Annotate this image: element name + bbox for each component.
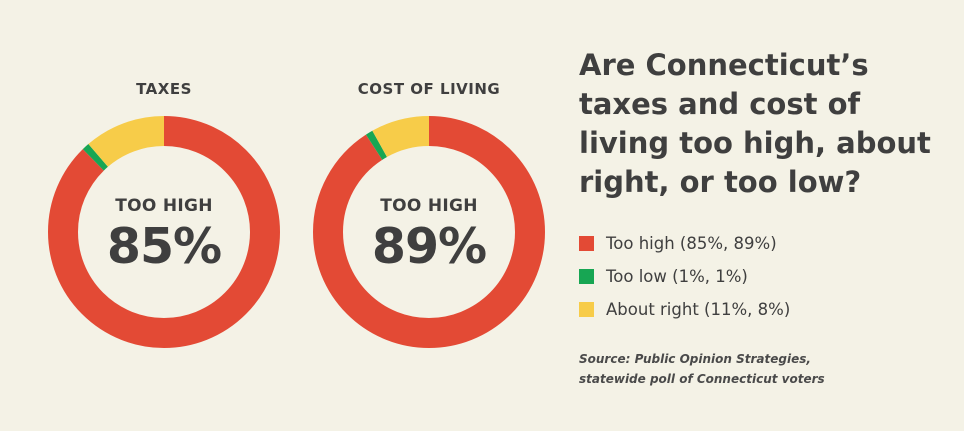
source-line-1: Source: Public Opinion Strategies, <box>579 352 811 366</box>
cost-of-living-donut <box>313 116 545 348</box>
legend-item-too-high: Too high (85%, 89%) <box>579 227 790 260</box>
legend: Too high (85%, 89%) Too low (1%, 1%) Abo… <box>579 227 790 326</box>
legend-item-too-low: Too low (1%, 1%) <box>579 260 790 293</box>
taxes-chart-title: TAXES <box>136 80 192 98</box>
cost-of-living-center-value: 89% <box>371 218 487 275</box>
source-line-2: statewide poll of Connecticut voters <box>579 372 825 386</box>
legend-label: Too high (85%, 89%) <box>606 234 777 253</box>
taxes-center-value: 85% <box>106 218 222 275</box>
about-right-segment <box>48 116 280 348</box>
legend-label: About right (11%, 8%) <box>606 300 791 319</box>
about-right-swatch <box>579 302 594 317</box>
too-low-swatch <box>579 269 594 284</box>
taxes-center-label: TOO HIGH <box>115 196 213 216</box>
taxes-donut <box>48 116 280 348</box>
too-high-swatch <box>579 236 594 251</box>
about-right-segment <box>313 116 545 348</box>
cost-of-living-chart-title: COST OF LIVING <box>357 80 501 98</box>
cost-of-living-center-label: TOO HIGH <box>380 196 478 216</box>
source-note: Source: Public Opinion Strategies, state… <box>579 349 825 389</box>
legend-item-about-right: About right (11%, 8%) <box>579 293 790 326</box>
question-heading: Are Connecticut’s taxes and cost of livi… <box>579 48 931 199</box>
legend-label: Too low (1%, 1%) <box>606 267 748 286</box>
